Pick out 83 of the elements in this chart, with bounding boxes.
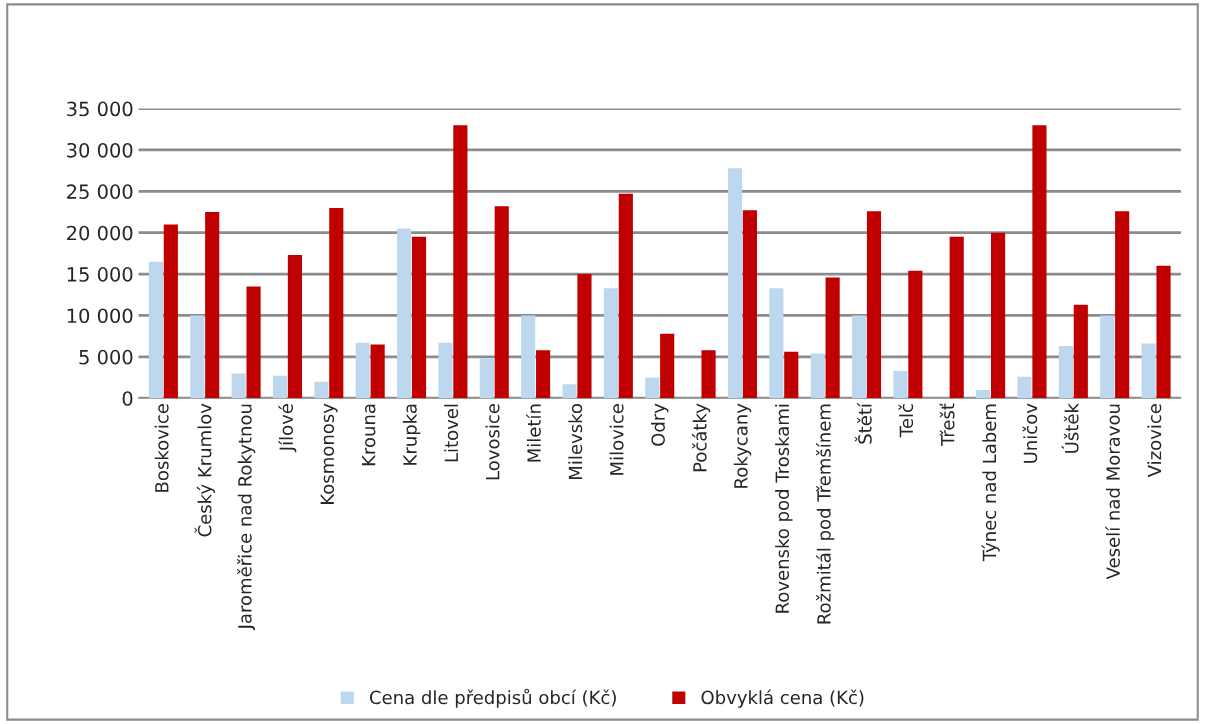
x-tick-label: Lovosice <box>485 404 500 480</box>
bar <box>287 255 302 399</box>
x-tick-label: Úštěk <box>1061 403 1079 453</box>
y-tick-label: 15 000 <box>67 267 133 282</box>
x-tick-label: Litovel <box>444 404 459 462</box>
bar <box>205 212 220 399</box>
bar <box>866 211 882 399</box>
bar <box>314 381 329 399</box>
x-tick-label: Třešť <box>939 403 955 447</box>
bar <box>1156 265 1171 399</box>
bar <box>355 342 370 399</box>
x-tick-label: Jílové <box>278 404 297 453</box>
bar <box>163 224 178 399</box>
bar <box>1100 315 1115 399</box>
bar <box>991 232 1006 399</box>
y-tick-label: 0 <box>122 391 133 406</box>
bar <box>411 236 427 399</box>
bar <box>521 315 536 399</box>
bar <box>810 353 825 399</box>
bar <box>562 384 577 399</box>
bar <box>329 207 344 399</box>
bar <box>825 277 840 399</box>
bar <box>1032 125 1047 399</box>
y-tick-label: 25 000 <box>67 184 133 200</box>
bar <box>231 373 246 399</box>
x-tick-label: Milevsko <box>568 404 583 479</box>
x-tick-label: Týnec nad Labem <box>981 404 1000 562</box>
x-tick-label: Rovensko pod Troskami <box>775 404 793 613</box>
bar <box>727 168 743 399</box>
bar <box>577 274 592 399</box>
x-tick-label: Vizovice <box>1147 404 1162 478</box>
legend-label: Cena dle předpisů obcí (Kč) <box>369 688 616 708</box>
bar <box>769 288 784 399</box>
bar <box>949 236 964 399</box>
bar <box>1058 346 1073 399</box>
bar <box>618 193 633 399</box>
x-tick-label: Boskovice <box>154 404 169 492</box>
bar <box>852 315 867 399</box>
x-tick-label: Veselí nad Moravou <box>1105 404 1120 580</box>
bar <box>742 210 757 399</box>
x-tick-label: Jaroměřice nad Rokytnou <box>237 404 256 631</box>
bar <box>370 344 385 399</box>
bar <box>453 125 468 399</box>
bar <box>1141 343 1156 399</box>
bar <box>148 261 164 399</box>
x-tick-label: Rožmitál pod Třemšínem <box>816 404 835 624</box>
x-tick-label: Český Krumlov <box>194 403 215 537</box>
y-tick-label: 35 000 <box>67 101 133 117</box>
bar <box>893 370 908 399</box>
x-tick-label: Rokycany <box>733 403 752 488</box>
x-tick-label: Miletín <box>526 404 541 462</box>
x-tick-label: Krupka <box>402 404 421 465</box>
bar <box>1017 376 1032 399</box>
bar <box>494 206 509 399</box>
bar <box>784 351 799 399</box>
x-tick-label: Milovice <box>609 404 624 475</box>
bar <box>660 333 675 399</box>
bar <box>908 270 923 399</box>
x-tick-label: Kosmonosy <box>320 403 338 504</box>
bar <box>976 389 991 399</box>
bar <box>1115 211 1130 399</box>
x-tick-label: Uničov <box>1022 403 1038 463</box>
x-tick-label: Krouna <box>362 404 376 466</box>
x-tick-label: Telč <box>898 404 914 438</box>
y-tick-label: 20 000 <box>67 225 133 241</box>
bar <box>479 358 494 399</box>
bar <box>645 377 660 399</box>
y-tick-label: 30 000 <box>67 142 133 158</box>
x-tick-label: Počátky <box>692 403 711 472</box>
bar <box>397 228 412 399</box>
x-tick-label: Odry <box>651 403 669 446</box>
y-tick-label: 10 000 <box>67 308 133 324</box>
bar <box>190 315 205 399</box>
bar <box>438 342 453 399</box>
bar <box>536 350 551 399</box>
bar <box>1073 304 1088 399</box>
bar <box>272 375 288 399</box>
bar <box>701 350 716 399</box>
y-tick-label: 5 000 <box>79 349 133 365</box>
x-tick-label: Štětí <box>854 402 872 444</box>
bar <box>246 286 261 399</box>
bar <box>603 288 618 399</box>
legend-label: Obvyklá cena (Kč) <box>701 689 864 708</box>
